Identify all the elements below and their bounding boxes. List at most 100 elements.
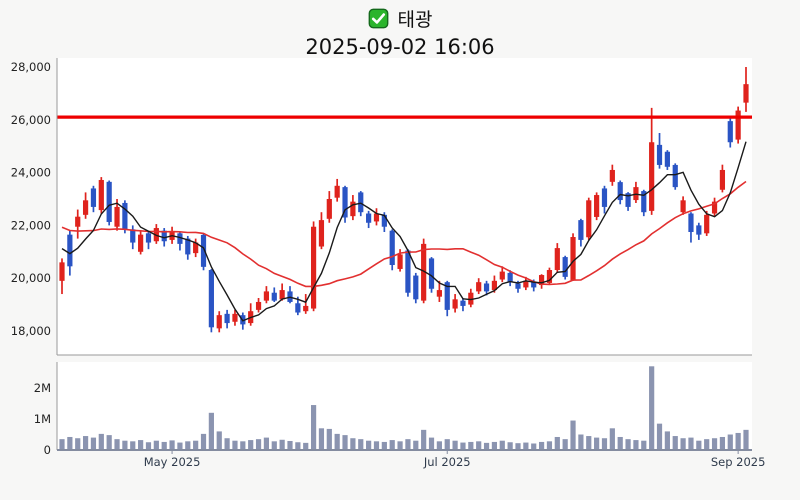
volume-bar: [641, 440, 647, 450]
volume-bar: [145, 442, 152, 450]
volume-bar: [672, 436, 678, 450]
candle-body: [491, 280, 498, 291]
volume-bar: [366, 440, 372, 450]
volume-bar: [350, 438, 356, 450]
candle-body: [727, 121, 733, 143]
price-tick-label: 18,000: [11, 324, 51, 338]
volume-panel-bg: [57, 362, 752, 450]
date-tick-label: Jul 2025: [423, 455, 471, 469]
candle-body: [421, 243, 427, 301]
candle-body: [90, 188, 97, 207]
candle-body: [656, 144, 663, 165]
price-tick-label: 26,000: [11, 113, 51, 127]
volume-bar: [711, 438, 718, 450]
candle-body: [468, 292, 474, 305]
candle-body: [193, 242, 199, 254]
volume-bar: [98, 433, 104, 450]
volume-bar: [594, 437, 600, 450]
candle-body: [617, 182, 623, 201]
candle-body: [562, 257, 568, 277]
candle-body: [350, 201, 356, 217]
candle-body: [452, 299, 458, 309]
volume-bar: [122, 440, 128, 450]
candle-body: [554, 248, 560, 271]
candle-body: [358, 192, 364, 213]
volume-bar: [279, 439, 285, 450]
volume-bar: [287, 441, 293, 450]
volume-bar: [334, 433, 340, 450]
volume-bar: [696, 440, 702, 450]
candle-body: [444, 282, 450, 310]
volume-tick-label: 0: [44, 443, 51, 457]
candle-body: [704, 214, 710, 234]
candle-body: [743, 84, 749, 103]
chart-datetime: 2025-09-02 16:06: [305, 35, 495, 59]
candle-body: [59, 262, 65, 281]
candle-body: [460, 300, 466, 306]
volume-bar: [153, 440, 159, 450]
price-tick-label: 28,000: [11, 60, 51, 74]
candle-body: [114, 206, 120, 227]
volume-bar: [208, 412, 214, 450]
candle-body: [161, 230, 167, 242]
volume-bar: [342, 435, 348, 450]
candle-body: [688, 213, 694, 232]
volume-bar: [743, 429, 749, 450]
volume-bar: [515, 443, 521, 450]
candle-body: [735, 110, 741, 140]
candle-body: [413, 275, 419, 300]
candle-body: [130, 229, 136, 243]
volume-bar: [271, 441, 277, 450]
volume-bar: [688, 437, 694, 450]
volume-bar: [263, 437, 270, 450]
volume-bar: [161, 441, 167, 450]
volume-bar: [727, 434, 733, 450]
volume-bar: [389, 440, 395, 450]
candle-body: [82, 200, 89, 215]
volume-bar: [601, 438, 608, 450]
volume-bar: [586, 436, 592, 450]
volume-bar: [169, 440, 175, 450]
candle-body: [185, 238, 191, 255]
candle-body: [373, 213, 380, 222]
volume-bar: [546, 441, 553, 450]
candle-body: [719, 169, 726, 190]
volume-bar: [90, 437, 97, 450]
volume-bar: [483, 442, 490, 450]
volume-bar: [177, 442, 183, 450]
volume-bar: [75, 438, 81, 450]
volume-bar: [617, 436, 623, 450]
volume-bar: [680, 438, 686, 450]
candle-body: [436, 290, 442, 297]
volume-bar: [704, 439, 710, 450]
volume-bar: [295, 442, 301, 450]
candle-body: [601, 188, 608, 207]
candle-body: [138, 234, 144, 252]
volume-bar: [413, 440, 419, 450]
date-tick-label: Sep 2025: [711, 455, 766, 469]
volume-bar: [421, 429, 427, 450]
candle-body: [625, 193, 631, 207]
candle-body: [546, 270, 553, 283]
candle-body: [67, 234, 73, 267]
candle-body: [303, 305, 309, 312]
candle-body: [318, 220, 325, 247]
candle-body: [279, 290, 285, 300]
volume-bar: [326, 428, 332, 450]
volume-bar: [507, 442, 513, 450]
volume-tick-label: 1M: [34, 412, 51, 426]
candle-body: [428, 258, 435, 289]
price-tick-label: 24,000: [11, 166, 51, 180]
candle-body: [334, 185, 340, 198]
volume-bar: [106, 435, 112, 450]
candle-body: [507, 272, 513, 283]
candle-body: [609, 169, 615, 182]
green-checkbox-icon: [368, 8, 388, 29]
volume-bar: [649, 366, 655, 450]
candle-body: [208, 270, 214, 328]
volume-bar: [318, 428, 325, 450]
volume-bar: [303, 442, 309, 450]
ma-short-line: [61, 141, 747, 322]
